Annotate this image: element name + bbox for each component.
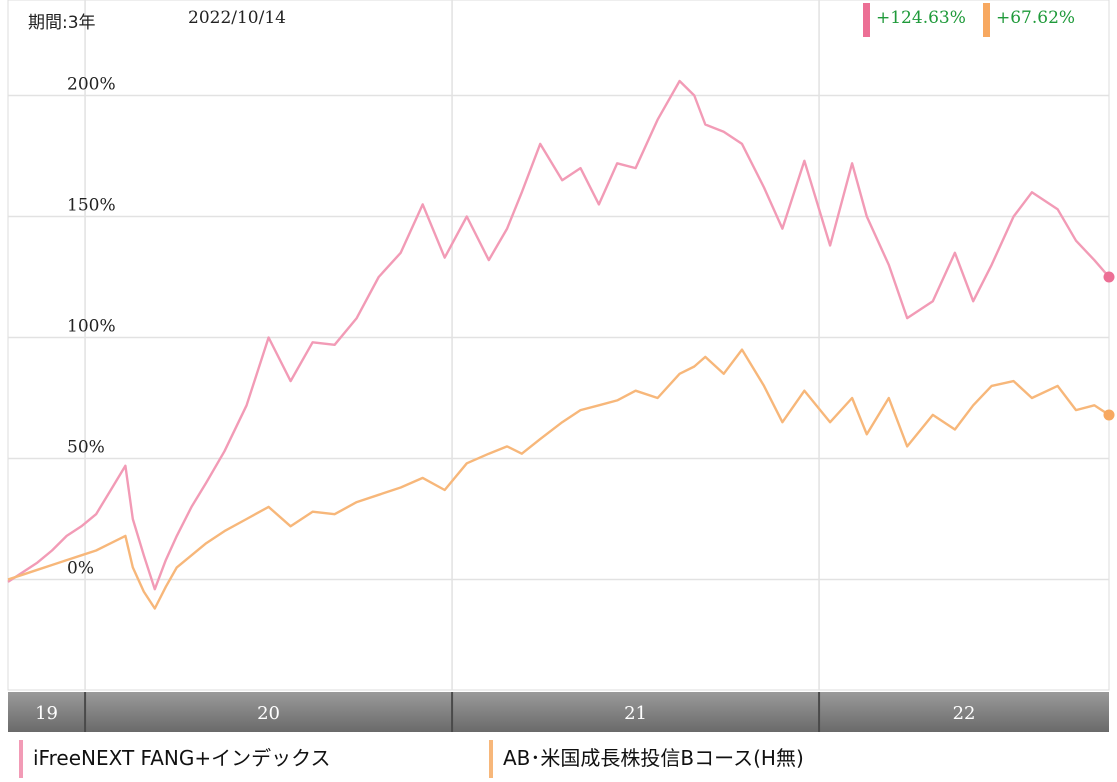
legend-label-ab[interactable]: AB･米国成長株投信Bコース(H無): [503, 746, 804, 770]
legend-swatch-fang: [19, 740, 23, 778]
x-axis-band: 19 20 21 22: [8, 692, 1109, 732]
grid-lines: [7, 0, 1110, 691]
y-tick-label: 150%: [67, 196, 116, 216]
y-tick-label: 100%: [67, 317, 116, 337]
y-tick-label: 0%: [67, 559, 94, 579]
legend-swatch-ab: [489, 740, 493, 778]
return-value-ab: +67.62%: [996, 8, 1076, 28]
x-axis-band-bg: [8, 692, 1109, 732]
x-tick-label: 19: [35, 703, 58, 724]
y-tick-label: 200%: [67, 75, 116, 95]
return-swatch-ab: [983, 3, 990, 37]
series-end-marker: [1103, 271, 1115, 283]
series-line: [7, 348, 1110, 610]
series-lines: [7, 79, 1115, 610]
chart-area: 0% 50% 100% 150% 200% 19 20 21 22: [7, 0, 1115, 732]
legend-label-fang[interactable]: iFreeNEXT FANG+インデックス: [33, 746, 331, 770]
x-tick-label: 22: [953, 703, 976, 724]
series-line: [7, 79, 1110, 591]
y-tick-label: 50%: [67, 438, 105, 458]
x-tick-label: 20: [257, 703, 280, 724]
series-end-marker: [1103, 409, 1115, 421]
period-label[interactable]: 期間:3年: [28, 13, 96, 33]
date-label: 2022/10/14: [188, 8, 286, 28]
return-value-fang: +124.63%: [876, 8, 966, 28]
x-tick-label: 21: [624, 703, 647, 724]
return-swatch-fang: [863, 3, 870, 37]
y-axis-labels: 0% 50% 100% 150% 200%: [67, 75, 116, 579]
plot-frame: [7, 0, 1110, 691]
